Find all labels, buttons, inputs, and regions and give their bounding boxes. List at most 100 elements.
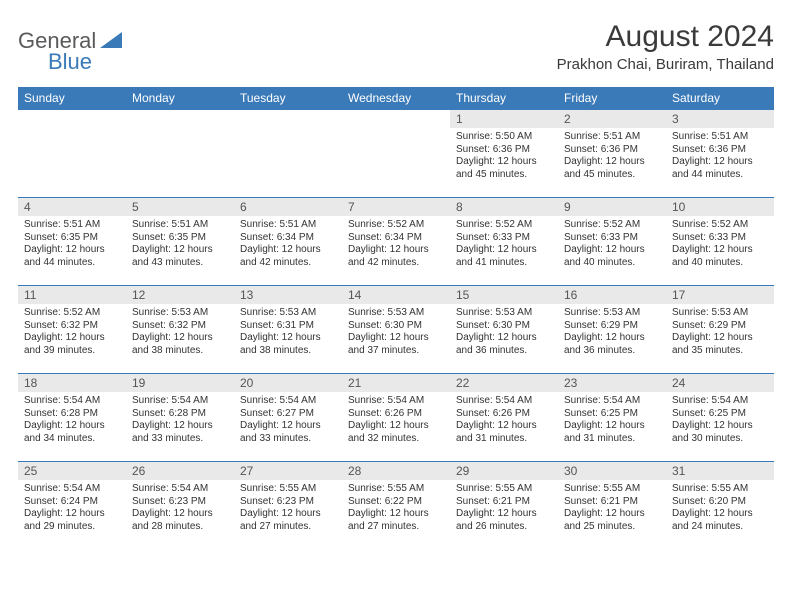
day-number: 24	[666, 374, 774, 392]
month-title: August 2024	[557, 20, 774, 54]
day-number: 18	[18, 374, 126, 392]
day-number: 7	[342, 198, 450, 216]
day-header-tuesday: Tuesday	[234, 87, 342, 110]
day-number: 29	[450, 462, 558, 480]
day-number: 25	[18, 462, 126, 480]
day-details: Sunrise: 5:54 AMSunset: 6:26 PMDaylight:…	[450, 392, 558, 448]
day-number: 21	[342, 374, 450, 392]
day-cell: 16Sunrise: 5:53 AMSunset: 6:29 PMDayligh…	[558, 286, 666, 374]
day-number: 30	[558, 462, 666, 480]
day-number: 4	[18, 198, 126, 216]
day-details: Sunrise: 5:54 AMSunset: 6:24 PMDaylight:…	[18, 480, 126, 536]
calendar-table: SundayMondayTuesdayWednesdayThursdayFrid…	[18, 87, 774, 550]
day-cell: 31Sunrise: 5:55 AMSunset: 6:20 PMDayligh…	[666, 462, 774, 550]
day-details: Sunrise: 5:50 AMSunset: 6:36 PMDaylight:…	[450, 128, 558, 184]
day-number: 15	[450, 286, 558, 304]
day-details: Sunrise: 5:52 AMSunset: 6:33 PMDaylight:…	[558, 216, 666, 272]
day-details: Sunrise: 5:54 AMSunset: 6:27 PMDaylight:…	[234, 392, 342, 448]
day-details: Sunrise: 5:51 AMSunset: 6:35 PMDaylight:…	[18, 216, 126, 272]
day-details: Sunrise: 5:51 AMSunset: 6:36 PMDaylight:…	[666, 128, 774, 184]
day-cell: 10Sunrise: 5:52 AMSunset: 6:33 PMDayligh…	[666, 198, 774, 286]
day-number: 23	[558, 374, 666, 392]
day-number: 9	[558, 198, 666, 216]
day-header-row: SundayMondayTuesdayWednesdayThursdayFrid…	[18, 87, 774, 110]
day-cell: 8Sunrise: 5:52 AMSunset: 6:33 PMDaylight…	[450, 198, 558, 286]
day-cell: 19Sunrise: 5:54 AMSunset: 6:28 PMDayligh…	[126, 374, 234, 462]
day-details: Sunrise: 5:55 AMSunset: 6:23 PMDaylight:…	[234, 480, 342, 536]
day-header-thursday: Thursday	[450, 87, 558, 110]
logo-text-blue: Blue	[48, 49, 92, 74]
day-number: 14	[342, 286, 450, 304]
day-number: 20	[234, 374, 342, 392]
day-cell: 18Sunrise: 5:54 AMSunset: 6:28 PMDayligh…	[18, 374, 126, 462]
day-details: Sunrise: 5:53 AMSunset: 6:30 PMDaylight:…	[342, 304, 450, 360]
day-details: Sunrise: 5:54 AMSunset: 6:23 PMDaylight:…	[126, 480, 234, 536]
day-cell: 23Sunrise: 5:54 AMSunset: 6:25 PMDayligh…	[558, 374, 666, 462]
day-cell: 20Sunrise: 5:54 AMSunset: 6:27 PMDayligh…	[234, 374, 342, 462]
day-details: Sunrise: 5:53 AMSunset: 6:29 PMDaylight:…	[666, 304, 774, 360]
week-row: 4Sunrise: 5:51 AMSunset: 6:35 PMDaylight…	[18, 198, 774, 286]
day-cell: 12Sunrise: 5:53 AMSunset: 6:32 PMDayligh…	[126, 286, 234, 374]
day-details: Sunrise: 5:55 AMSunset: 6:21 PMDaylight:…	[558, 480, 666, 536]
day-number: 22	[450, 374, 558, 392]
day-details: Sunrise: 5:54 AMSunset: 6:28 PMDaylight:…	[18, 392, 126, 448]
day-details: Sunrise: 5:53 AMSunset: 6:30 PMDaylight:…	[450, 304, 558, 360]
day-details: Sunrise: 5:51 AMSunset: 6:35 PMDaylight:…	[126, 216, 234, 272]
day-details: Sunrise: 5:55 AMSunset: 6:21 PMDaylight:…	[450, 480, 558, 536]
day-details: Sunrise: 5:54 AMSunset: 6:28 PMDaylight:…	[126, 392, 234, 448]
day-number: 31	[666, 462, 774, 480]
day-details: Sunrise: 5:54 AMSunset: 6:25 PMDaylight:…	[558, 392, 666, 448]
empty-cell	[234, 110, 342, 198]
empty-cell	[18, 110, 126, 198]
day-number: 11	[18, 286, 126, 304]
day-number: 17	[666, 286, 774, 304]
day-details: Sunrise: 5:52 AMSunset: 6:33 PMDaylight:…	[450, 216, 558, 272]
calendar-body: 1Sunrise: 5:50 AMSunset: 6:36 PMDaylight…	[18, 110, 774, 550]
day-details: Sunrise: 5:55 AMSunset: 6:20 PMDaylight:…	[666, 480, 774, 536]
day-cell: 22Sunrise: 5:54 AMSunset: 6:26 PMDayligh…	[450, 374, 558, 462]
day-number: 8	[450, 198, 558, 216]
day-details: Sunrise: 5:53 AMSunset: 6:29 PMDaylight:…	[558, 304, 666, 360]
day-cell: 1Sunrise: 5:50 AMSunset: 6:36 PMDaylight…	[450, 110, 558, 198]
day-number: 16	[558, 286, 666, 304]
day-cell: 17Sunrise: 5:53 AMSunset: 6:29 PMDayligh…	[666, 286, 774, 374]
day-number: 3	[666, 110, 774, 128]
day-cell: 26Sunrise: 5:54 AMSunset: 6:23 PMDayligh…	[126, 462, 234, 550]
week-row: 25Sunrise: 5:54 AMSunset: 6:24 PMDayligh…	[18, 462, 774, 550]
location: Prakhon Chai, Buriram, Thailand	[557, 56, 774, 73]
day-details: Sunrise: 5:51 AMSunset: 6:36 PMDaylight:…	[558, 128, 666, 184]
day-cell: 25Sunrise: 5:54 AMSunset: 6:24 PMDayligh…	[18, 462, 126, 550]
day-details: Sunrise: 5:53 AMSunset: 6:31 PMDaylight:…	[234, 304, 342, 360]
day-number: 10	[666, 198, 774, 216]
day-details: Sunrise: 5:54 AMSunset: 6:25 PMDaylight:…	[666, 392, 774, 448]
day-number: 13	[234, 286, 342, 304]
day-cell: 28Sunrise: 5:55 AMSunset: 6:22 PMDayligh…	[342, 462, 450, 550]
day-cell: 6Sunrise: 5:51 AMSunset: 6:34 PMDaylight…	[234, 198, 342, 286]
day-cell: 27Sunrise: 5:55 AMSunset: 6:23 PMDayligh…	[234, 462, 342, 550]
title-block: August 2024 Prakhon Chai, Buriram, Thail…	[557, 20, 774, 73]
day-cell: 30Sunrise: 5:55 AMSunset: 6:21 PMDayligh…	[558, 462, 666, 550]
day-number: 19	[126, 374, 234, 392]
day-cell: 14Sunrise: 5:53 AMSunset: 6:30 PMDayligh…	[342, 286, 450, 374]
week-row: 1Sunrise: 5:50 AMSunset: 6:36 PMDaylight…	[18, 110, 774, 198]
day-number: 2	[558, 110, 666, 128]
empty-cell	[342, 110, 450, 198]
day-cell: 3Sunrise: 5:51 AMSunset: 6:36 PMDaylight…	[666, 110, 774, 198]
empty-cell	[126, 110, 234, 198]
day-cell: 21Sunrise: 5:54 AMSunset: 6:26 PMDayligh…	[342, 374, 450, 462]
header: General August 2024 Prakhon Chai, Burira…	[18, 20, 774, 73]
day-details: Sunrise: 5:52 AMSunset: 6:32 PMDaylight:…	[18, 304, 126, 360]
day-cell: 2Sunrise: 5:51 AMSunset: 6:36 PMDaylight…	[558, 110, 666, 198]
day-cell: 5Sunrise: 5:51 AMSunset: 6:35 PMDaylight…	[126, 198, 234, 286]
day-cell: 15Sunrise: 5:53 AMSunset: 6:30 PMDayligh…	[450, 286, 558, 374]
day-cell: 13Sunrise: 5:53 AMSunset: 6:31 PMDayligh…	[234, 286, 342, 374]
day-number: 5	[126, 198, 234, 216]
day-details: Sunrise: 5:55 AMSunset: 6:22 PMDaylight:…	[342, 480, 450, 536]
day-details: Sunrise: 5:53 AMSunset: 6:32 PMDaylight:…	[126, 304, 234, 360]
day-cell: 9Sunrise: 5:52 AMSunset: 6:33 PMDaylight…	[558, 198, 666, 286]
day-details: Sunrise: 5:54 AMSunset: 6:26 PMDaylight:…	[342, 392, 450, 448]
day-header-friday: Friday	[558, 87, 666, 110]
day-number: 26	[126, 462, 234, 480]
day-number: 12	[126, 286, 234, 304]
day-header-saturday: Saturday	[666, 87, 774, 110]
